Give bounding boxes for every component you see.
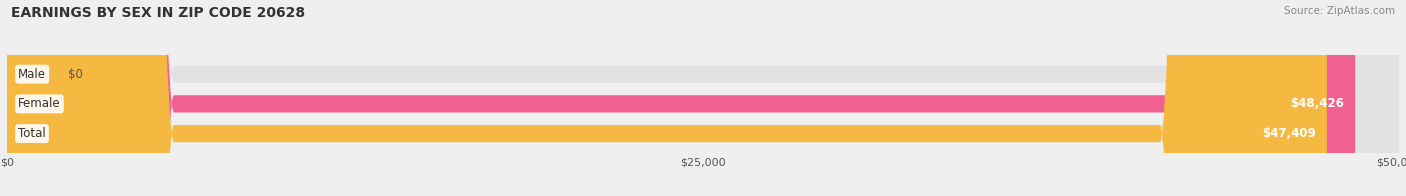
FancyBboxPatch shape [7, 0, 1399, 196]
Text: Male: Male [18, 68, 46, 81]
FancyBboxPatch shape [7, 0, 1327, 196]
Text: $48,426: $48,426 [1291, 97, 1344, 110]
FancyBboxPatch shape [7, 0, 1399, 196]
Text: Female: Female [18, 97, 60, 110]
FancyBboxPatch shape [7, 0, 1399, 196]
Text: $47,409: $47,409 [1263, 127, 1316, 140]
Text: $0: $0 [69, 68, 83, 81]
Text: EARNINGS BY SEX IN ZIP CODE 20628: EARNINGS BY SEX IN ZIP CODE 20628 [11, 6, 305, 20]
Text: Source: ZipAtlas.com: Source: ZipAtlas.com [1284, 6, 1395, 16]
Text: Total: Total [18, 127, 46, 140]
FancyBboxPatch shape [7, 0, 1355, 196]
